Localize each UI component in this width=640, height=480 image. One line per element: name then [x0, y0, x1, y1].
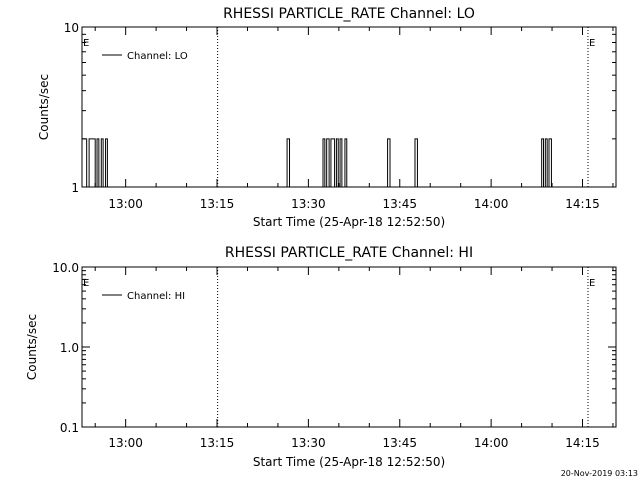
- event-line-label: E: [589, 278, 595, 289]
- start-flag: E: [83, 38, 89, 49]
- lo-channel-panel: RHESSI PARTICLE_RATE Channel: LO 13:00 13:…: [37, 6, 617, 229]
- x-axis-label: Start Time (25-Apr-18 12:52:50): [253, 215, 445, 229]
- hi-channel-panel: RHESSI PARTICLE_RATE Channel: HI 13:00 13:…: [25, 245, 617, 469]
- x-tick-label: 13:15: [200, 197, 235, 211]
- chart-title: RHESSI PARTICLE_RATE Channel: HI: [225, 245, 473, 261]
- x-tick-label: 14:15: [565, 197, 600, 211]
- x-tick-label: 13:00: [108, 436, 143, 450]
- y-axis-label: Counts/sec: [25, 314, 39, 380]
- y-tick-label: 10: [64, 21, 79, 35]
- x-tick-label: 13:15: [200, 436, 235, 450]
- y-tick-label: 1: [71, 181, 79, 195]
- y-tick-label: 0.1: [60, 421, 79, 435]
- event-line-label: E: [589, 38, 595, 49]
- y-axis-label: Counts/sec: [37, 74, 51, 140]
- x-tick-label: 13:30: [291, 197, 326, 211]
- chart-title: RHESSI PARTICLE_RATE Channel: LO: [223, 6, 475, 22]
- x-axis-label: Start Time (25-Apr-18 12:52:50): [253, 455, 445, 469]
- x-tick-label: 13:00: [108, 197, 143, 211]
- x-tick-label: 13:30: [291, 436, 326, 450]
- x-tick-label: 13:45: [382, 197, 417, 211]
- y-tick-label: 10.0: [52, 261, 79, 275]
- legend-label: Channel: LO: [127, 51, 188, 62]
- y-tick-label: 1.0: [60, 341, 79, 355]
- x-tick-label: 14:00: [474, 197, 509, 211]
- x-tick-label: 14:00: [474, 436, 509, 450]
- x-tick-label: 14:15: [565, 436, 600, 450]
- timestamp-stamp: 20-Nov-2019 03:13: [561, 469, 638, 478]
- series-line: [82, 138, 616, 187]
- x-tick-label: 13:45: [382, 436, 417, 450]
- start-flag: E: [83, 278, 89, 289]
- legend-label: Channel: HI: [127, 291, 185, 302]
